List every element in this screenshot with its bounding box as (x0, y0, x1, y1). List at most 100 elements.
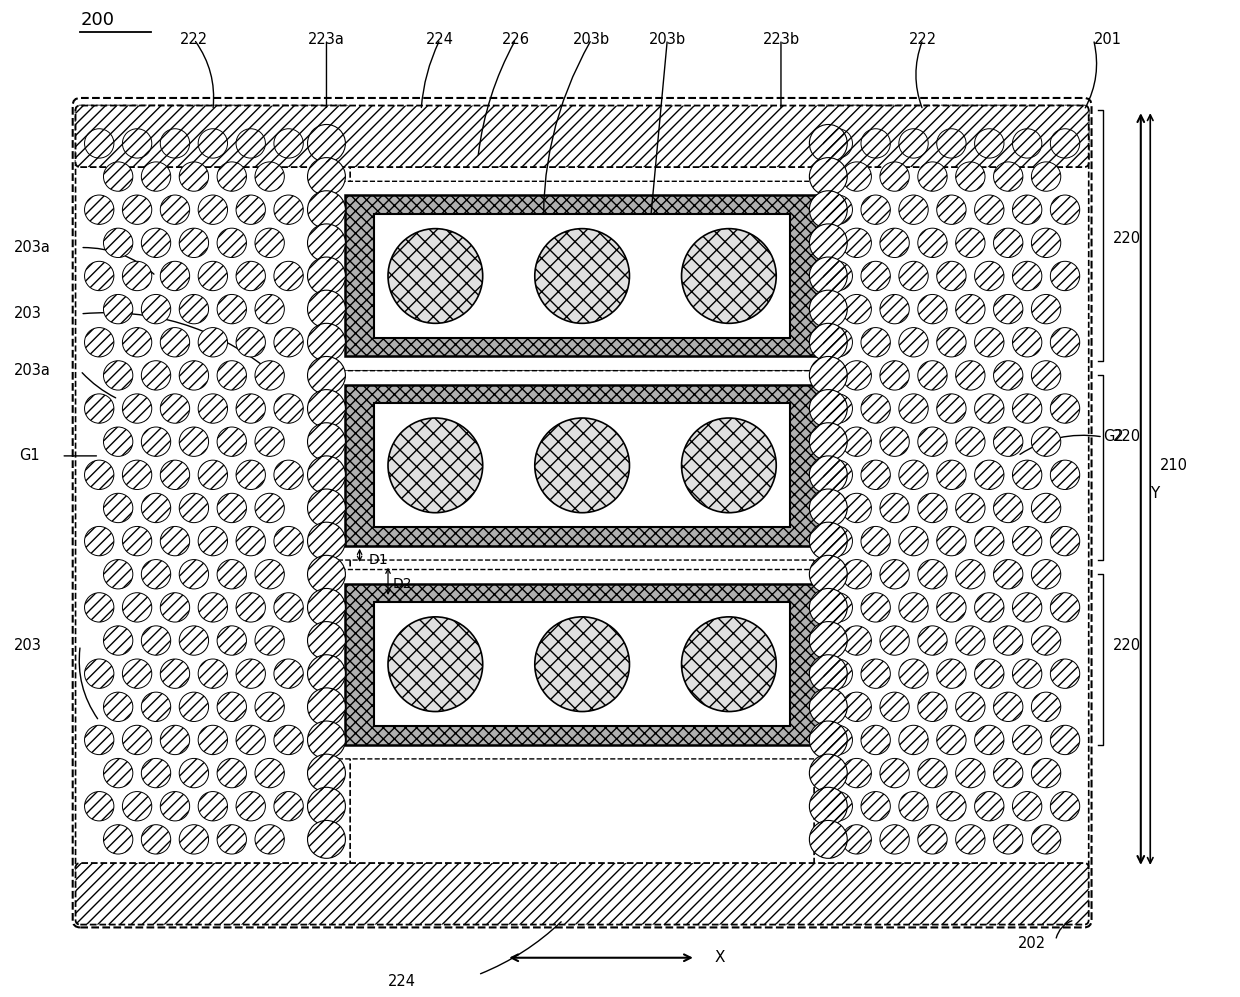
Circle shape (861, 195, 890, 224)
Text: 223a: 223a (308, 32, 345, 47)
Circle shape (160, 526, 190, 555)
Circle shape (1050, 592, 1080, 622)
Circle shape (388, 418, 482, 512)
Text: 203a: 203a (14, 363, 51, 378)
Circle shape (1013, 526, 1042, 555)
Circle shape (823, 725, 852, 755)
Text: 203: 203 (14, 306, 42, 321)
Circle shape (842, 228, 872, 257)
Circle shape (103, 559, 133, 589)
Circle shape (217, 626, 247, 655)
Circle shape (918, 825, 947, 854)
Circle shape (842, 494, 872, 522)
Circle shape (103, 361, 133, 390)
Circle shape (1032, 759, 1060, 788)
Circle shape (1032, 228, 1060, 257)
Circle shape (198, 261, 227, 291)
Circle shape (217, 427, 247, 457)
Circle shape (123, 394, 151, 423)
Circle shape (880, 294, 909, 324)
Circle shape (975, 526, 1004, 555)
Circle shape (1013, 725, 1042, 755)
Circle shape (84, 328, 114, 357)
Circle shape (274, 725, 304, 755)
Text: 226: 226 (502, 32, 529, 47)
Circle shape (141, 427, 171, 457)
Circle shape (810, 190, 847, 228)
Circle shape (1050, 725, 1080, 755)
Circle shape (842, 361, 872, 390)
Text: 203b: 203b (649, 32, 686, 47)
Circle shape (936, 328, 966, 357)
Circle shape (255, 559, 284, 589)
Circle shape (308, 588, 346, 626)
Circle shape (180, 626, 208, 655)
Circle shape (217, 228, 247, 257)
Circle shape (918, 494, 947, 522)
Circle shape (84, 526, 114, 555)
Circle shape (217, 559, 247, 589)
Text: 223b: 223b (763, 32, 800, 47)
Circle shape (975, 394, 1004, 423)
Circle shape (103, 294, 133, 324)
Circle shape (160, 725, 190, 755)
Circle shape (217, 162, 247, 191)
Circle shape (899, 725, 929, 755)
Bar (373, 214, 790, 338)
Circle shape (842, 559, 872, 589)
Circle shape (236, 526, 265, 555)
Bar (373, 404, 790, 527)
Circle shape (1050, 461, 1080, 490)
Circle shape (308, 456, 346, 494)
Circle shape (810, 456, 847, 494)
Circle shape (975, 461, 1004, 490)
Circle shape (141, 361, 171, 390)
Circle shape (861, 592, 890, 622)
Circle shape (160, 129, 190, 159)
Circle shape (103, 692, 133, 722)
Circle shape (861, 792, 890, 821)
Circle shape (274, 195, 304, 224)
Circle shape (899, 195, 929, 224)
Circle shape (842, 759, 872, 788)
Circle shape (1050, 394, 1080, 423)
Circle shape (141, 559, 171, 589)
Circle shape (880, 494, 909, 522)
Bar (346, 583, 818, 745)
Circle shape (899, 394, 929, 423)
Circle shape (308, 655, 346, 693)
Circle shape (180, 162, 208, 191)
Circle shape (236, 129, 265, 159)
Circle shape (160, 592, 190, 622)
Circle shape (899, 792, 929, 821)
Circle shape (180, 427, 208, 457)
Circle shape (308, 754, 346, 792)
Text: 224: 224 (427, 32, 454, 47)
Circle shape (160, 195, 190, 224)
Circle shape (84, 461, 114, 490)
Circle shape (975, 592, 1004, 622)
Circle shape (993, 825, 1023, 854)
Circle shape (810, 125, 847, 163)
Circle shape (198, 328, 227, 357)
Circle shape (842, 294, 872, 324)
Circle shape (217, 361, 247, 390)
Circle shape (1013, 659, 1042, 688)
Circle shape (993, 692, 1023, 722)
Circle shape (936, 725, 966, 755)
Circle shape (255, 494, 284, 522)
Circle shape (308, 390, 346, 428)
Circle shape (160, 261, 190, 291)
Circle shape (975, 195, 1004, 224)
Circle shape (217, 692, 247, 722)
Circle shape (198, 659, 227, 688)
Circle shape (123, 725, 151, 755)
Circle shape (141, 825, 171, 854)
Circle shape (936, 261, 966, 291)
Circle shape (823, 394, 852, 423)
Text: 202: 202 (1018, 936, 1045, 951)
Circle shape (84, 592, 114, 622)
Bar (373, 602, 790, 726)
Circle shape (975, 328, 1004, 357)
Circle shape (308, 821, 346, 858)
